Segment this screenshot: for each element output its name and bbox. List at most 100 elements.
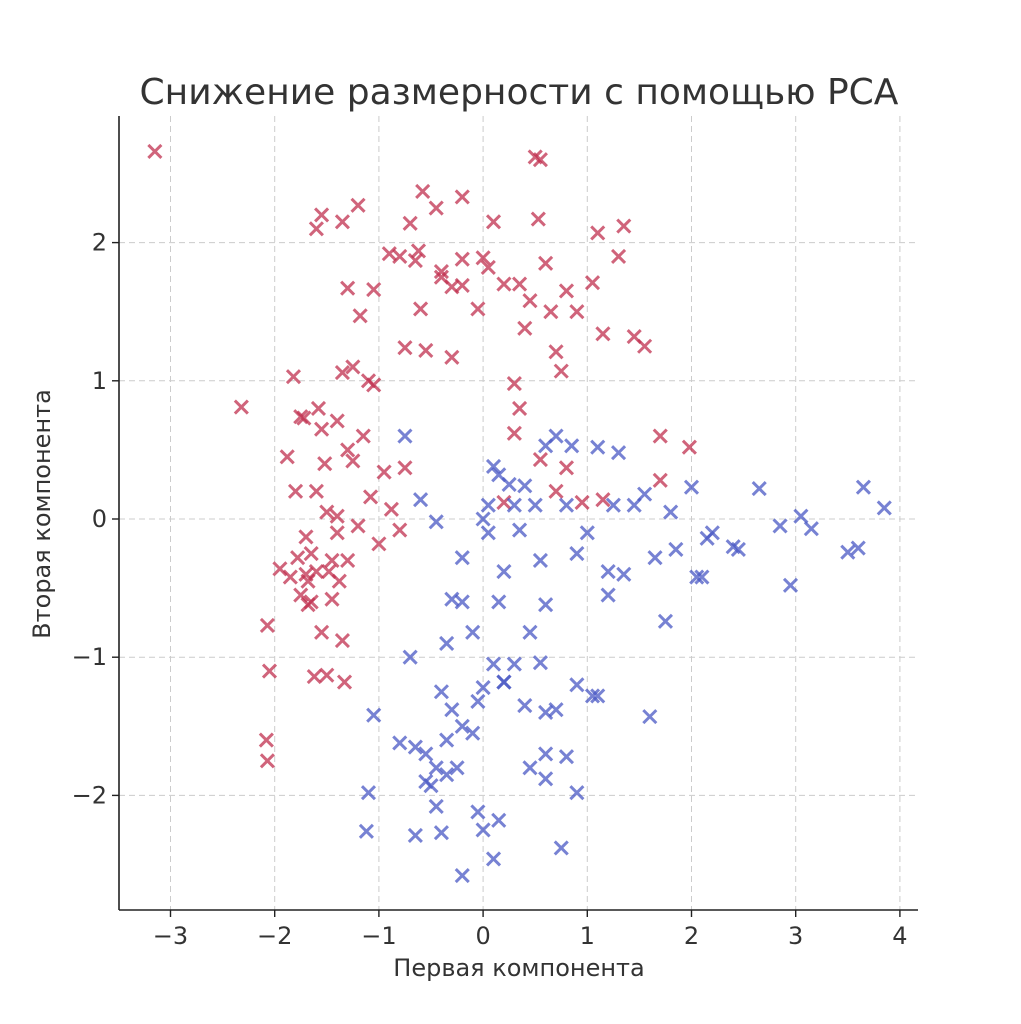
point-marker: [296, 410, 312, 426]
point-marker: [402, 215, 418, 231]
point-marker: [319, 504, 335, 520]
point-marker: [751, 481, 767, 497]
x-tick-label: 4: [892, 922, 907, 950]
point-marker: [449, 760, 465, 776]
point-marker: [595, 326, 611, 342]
point-marker: [329, 508, 345, 524]
point-marker: [855, 479, 871, 495]
point-marker: [600, 563, 616, 580]
point-marker: [352, 308, 368, 324]
point-marker: [298, 529, 314, 545]
point-marker: [558, 460, 575, 476]
point-marker: [410, 243, 427, 259]
point-marker: [279, 449, 295, 465]
y-tick-label: 1: [92, 367, 107, 395]
point-marker: [558, 283, 575, 299]
point-marker: [261, 663, 278, 679]
point-marker: [413, 492, 429, 508]
point-marker: [637, 338, 653, 354]
point-marker: [334, 633, 350, 649]
point-marker: [569, 304, 585, 320]
point-marker: [439, 635, 455, 651]
point-marker: [317, 456, 333, 472]
point-marker: [480, 497, 496, 513]
point-marker: [371, 536, 387, 552]
y-tick-label: −2: [72, 781, 107, 809]
point-marker: [397, 428, 413, 444]
point-marker: [454, 718, 470, 734]
point-marker: [465, 725, 481, 741]
y-axis-label: Вторая компонента: [28, 389, 56, 639]
point-marker: [548, 428, 564, 444]
point-marker: [689, 569, 705, 585]
point-marker: [397, 340, 413, 356]
point-marker: [652, 472, 668, 488]
point-marker: [259, 753, 275, 769]
point-marker: [336, 674, 353, 690]
point-marker: [475, 822, 491, 838]
point-marker: [506, 376, 522, 392]
point-marker: [558, 749, 575, 765]
point-marker: [496, 494, 512, 510]
point-marker: [694, 569, 710, 585]
x-tick-label: −3: [153, 922, 188, 950]
point-marker: [553, 363, 569, 379]
point-marker: [584, 275, 601, 291]
point-marker: [454, 251, 470, 267]
point-marker: [287, 483, 304, 499]
point-marker: [329, 525, 345, 541]
point-marker: [527, 497, 543, 513]
point-marker: [590, 225, 606, 241]
point-marker: [340, 280, 356, 296]
point-marker: [285, 369, 302, 385]
point-marker: [454, 867, 470, 884]
point-marker: [259, 617, 275, 633]
point-marker: [397, 460, 413, 476]
point-marker: [428, 200, 444, 216]
point-marker: [454, 277, 470, 294]
point-marker: [418, 746, 434, 762]
point-marker: [282, 569, 298, 585]
point-marker: [444, 349, 460, 365]
point-marker: [616, 218, 632, 234]
point-marker: [360, 785, 377, 801]
point-marker: [350, 518, 366, 534]
point-marker: [876, 500, 892, 516]
point-marker: [501, 476, 517, 493]
point-marker: [496, 276, 512, 292]
point-marker: [610, 445, 627, 461]
point-marker: [454, 550, 470, 566]
point-marker: [444, 591, 460, 607]
point-marker: [350, 197, 366, 213]
point-marker: [522, 293, 538, 309]
x-tick-label: 0: [475, 922, 490, 950]
series-0: [147, 143, 697, 769]
point-marker: [491, 812, 507, 828]
point-marker: [530, 211, 546, 227]
point-marker: [355, 428, 371, 444]
point-marker: [553, 840, 569, 856]
point-marker: [579, 525, 595, 541]
point-marker: [538, 704, 554, 721]
x-axis-label: Первая компонента: [393, 954, 644, 982]
x-tick-label: 2: [684, 922, 699, 950]
point-marker: [584, 688, 601, 704]
point-marker: [366, 707, 382, 723]
point-marker: [626, 497, 642, 513]
point-marker: [512, 276, 528, 292]
point-marker: [470, 301, 486, 317]
point-marker: [433, 684, 449, 700]
point-marker: [363, 489, 379, 505]
point-marker: [480, 259, 496, 276]
point-marker: [454, 594, 470, 610]
point-marker: [699, 530, 715, 546]
point-marker: [433, 825, 449, 841]
point-marker: [415, 183, 431, 200]
point-marker: [532, 152, 548, 168]
point-marker: [538, 597, 554, 613]
point-marker: [517, 320, 533, 336]
y-tick-label: 0: [92, 505, 107, 533]
point-marker: [392, 735, 408, 751]
x-tick-label: −2: [257, 922, 292, 950]
